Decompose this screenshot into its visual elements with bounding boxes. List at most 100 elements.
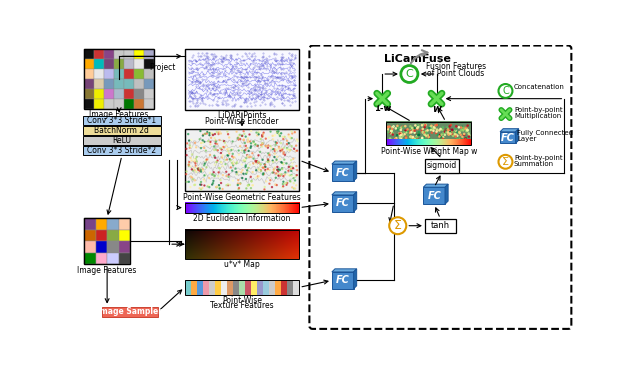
Point bbox=[248, 160, 259, 166]
Bar bbox=[281, 280, 287, 295]
Polygon shape bbox=[353, 269, 356, 289]
Point bbox=[269, 91, 280, 97]
Point bbox=[267, 184, 277, 190]
Text: FC: FC bbox=[336, 198, 349, 209]
Point bbox=[446, 138, 456, 144]
Point bbox=[223, 174, 234, 180]
Point bbox=[204, 175, 214, 181]
Point bbox=[290, 94, 300, 100]
Bar bbox=[500, 132, 516, 143]
Point bbox=[231, 63, 241, 69]
Point bbox=[199, 172, 209, 178]
Point bbox=[395, 131, 405, 137]
Point bbox=[235, 132, 245, 138]
Point bbox=[200, 161, 210, 167]
Point bbox=[209, 178, 219, 184]
Point bbox=[260, 66, 271, 72]
Point bbox=[282, 141, 292, 147]
Point bbox=[184, 138, 195, 144]
Point bbox=[239, 131, 250, 137]
Point bbox=[220, 71, 230, 77]
Point bbox=[232, 79, 243, 85]
Point bbox=[438, 141, 448, 147]
Point bbox=[439, 140, 449, 146]
Point bbox=[426, 127, 436, 133]
Point bbox=[208, 69, 218, 75]
Point bbox=[198, 132, 208, 138]
Point bbox=[457, 134, 467, 140]
Point bbox=[243, 97, 253, 103]
Point bbox=[219, 89, 229, 95]
Point bbox=[395, 131, 405, 137]
Point bbox=[393, 132, 403, 138]
Text: of Point Clouds: of Point Clouds bbox=[428, 69, 484, 78]
Point bbox=[246, 179, 257, 185]
Point bbox=[211, 140, 221, 146]
Point bbox=[276, 85, 287, 91]
Point bbox=[246, 174, 256, 180]
Point bbox=[271, 51, 281, 57]
Bar bbox=[134, 69, 145, 79]
Point bbox=[204, 57, 214, 63]
Point bbox=[191, 78, 202, 84]
Point bbox=[403, 132, 413, 138]
Point bbox=[277, 60, 287, 66]
Text: Project: Project bbox=[150, 63, 176, 72]
Point bbox=[284, 59, 294, 65]
Point bbox=[222, 146, 232, 152]
Point bbox=[182, 179, 192, 185]
Point bbox=[410, 130, 420, 136]
Point bbox=[198, 132, 209, 138]
Point bbox=[209, 173, 220, 179]
Point bbox=[243, 81, 253, 87]
Point bbox=[256, 91, 266, 97]
Point bbox=[288, 60, 298, 66]
Point bbox=[420, 132, 430, 138]
Point bbox=[385, 129, 395, 135]
Point bbox=[198, 176, 209, 182]
Point bbox=[443, 126, 453, 132]
Point bbox=[278, 66, 288, 72]
Point bbox=[202, 184, 212, 189]
Point bbox=[436, 140, 447, 146]
Point bbox=[275, 61, 285, 67]
Point bbox=[276, 100, 287, 106]
Point bbox=[258, 134, 268, 140]
Point bbox=[181, 169, 191, 175]
Point bbox=[225, 156, 235, 162]
Point bbox=[275, 74, 285, 80]
Point bbox=[185, 142, 195, 148]
Point bbox=[229, 77, 239, 83]
Text: Fusion Features: Fusion Features bbox=[426, 62, 486, 71]
Point bbox=[292, 148, 302, 154]
Point bbox=[413, 137, 423, 142]
Circle shape bbox=[389, 217, 406, 234]
Point bbox=[273, 166, 284, 172]
Polygon shape bbox=[332, 269, 356, 272]
Point bbox=[430, 122, 440, 128]
Point bbox=[254, 65, 264, 70]
Point bbox=[268, 137, 278, 142]
Point bbox=[397, 124, 408, 130]
Point bbox=[438, 134, 448, 140]
Point bbox=[286, 168, 296, 174]
Point bbox=[234, 90, 244, 96]
Point bbox=[391, 139, 401, 145]
Point bbox=[275, 64, 285, 70]
Bar bbox=[145, 69, 154, 79]
Point bbox=[278, 181, 288, 187]
Point bbox=[291, 142, 301, 148]
Point bbox=[187, 54, 197, 60]
Point bbox=[205, 139, 216, 145]
Point bbox=[223, 101, 234, 107]
Point bbox=[420, 124, 430, 130]
Point bbox=[235, 58, 245, 64]
Point bbox=[424, 133, 434, 139]
Point bbox=[290, 73, 300, 79]
Point bbox=[387, 128, 397, 134]
Point bbox=[262, 159, 273, 164]
Point bbox=[195, 85, 205, 91]
Point bbox=[251, 94, 261, 100]
Point bbox=[276, 96, 287, 102]
Point bbox=[272, 167, 282, 173]
